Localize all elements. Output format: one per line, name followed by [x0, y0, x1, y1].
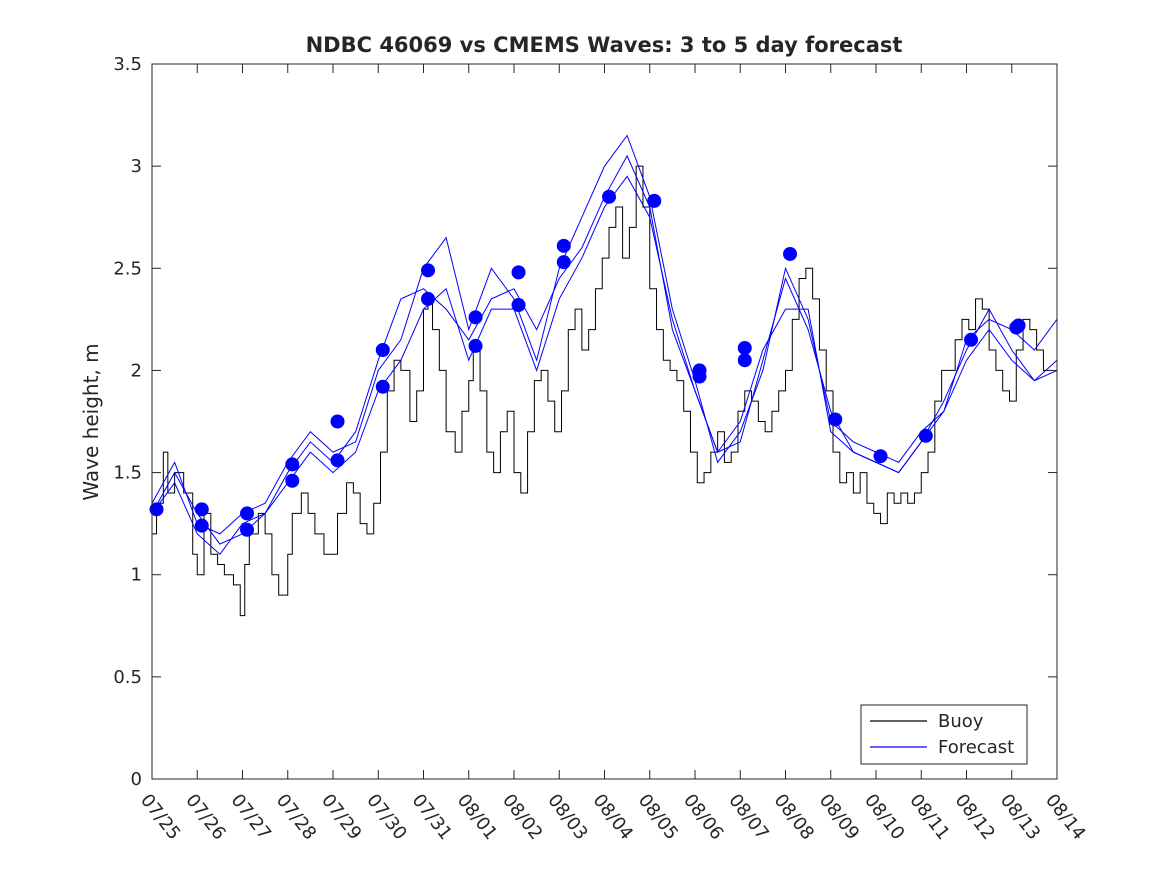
- forecast-start-marker: [511, 298, 526, 313]
- forecast-start-marker: [737, 340, 752, 355]
- y-tick-label: 2.5: [113, 258, 142, 279]
- forecast-start-marker: [918, 428, 933, 443]
- y-tick-label: 0: [131, 769, 142, 790]
- forecast-start-marker: [602, 189, 617, 204]
- forecast-start-marker: [149, 502, 164, 517]
- forecast-start-marker: [194, 502, 209, 517]
- forecast-start-marker: [964, 332, 979, 347]
- forecast-start-marker: [330, 414, 345, 429]
- forecast-start-marker: [783, 246, 798, 261]
- y-tick-label: 1: [131, 565, 142, 586]
- forecast-start-marker: [556, 238, 571, 253]
- buoy-series-line: [152, 165, 1051, 617]
- y-tick-label: 3: [131, 156, 142, 177]
- forecast-start-marker: [240, 506, 255, 521]
- forecast-start-marker: [737, 353, 752, 368]
- forecast-start-marker: [330, 453, 345, 468]
- forecast-start-marker: [647, 193, 662, 208]
- forecast-start-marker: [468, 310, 483, 325]
- forecast-start-marker: [1011, 318, 1026, 333]
- forecast-start-marker: [375, 379, 390, 394]
- forecast-start-marker: [468, 338, 483, 353]
- y-tick-label: 3.5: [113, 54, 142, 75]
- y-tick-label: 0.5: [113, 667, 142, 688]
- legend-buoy-label: Buoy: [938, 711, 984, 732]
- forecast-start-marker: [194, 518, 209, 533]
- forecast-start-marker: [828, 412, 843, 427]
- forecast-start-marker: [421, 263, 436, 278]
- y-axis-label: Wave height, m: [79, 343, 103, 500]
- forecast-start-marker: [511, 265, 526, 280]
- forecast-start-marker: [240, 522, 255, 537]
- forecast-series-line-2: [151, 134, 1058, 535]
- forecast-start-marker: [692, 369, 707, 384]
- forecast-start-marker: [285, 473, 300, 488]
- forecast-start-marker: [375, 343, 390, 357]
- y-tick-label: 1.5: [113, 463, 142, 484]
- forecast-series-line-3: [151, 175, 1058, 556]
- forecast-start-marker: [421, 291, 436, 306]
- forecast-start-marker: [556, 255, 571, 270]
- chart-title: NDBC 46069 vs CMEMS Waves: 3 to 5 day fo…: [306, 33, 903, 57]
- legend-box: [860, 704, 1028, 765]
- legend-forecast-label: Forecast: [938, 737, 1014, 758]
- y-tick-label: 2: [131, 360, 142, 381]
- plot-area: [149, 134, 1058, 617]
- forecast-start-marker: [873, 449, 888, 464]
- legend: Buoy Forecast: [860, 704, 1028, 765]
- forecast-start-marker: [285, 457, 300, 472]
